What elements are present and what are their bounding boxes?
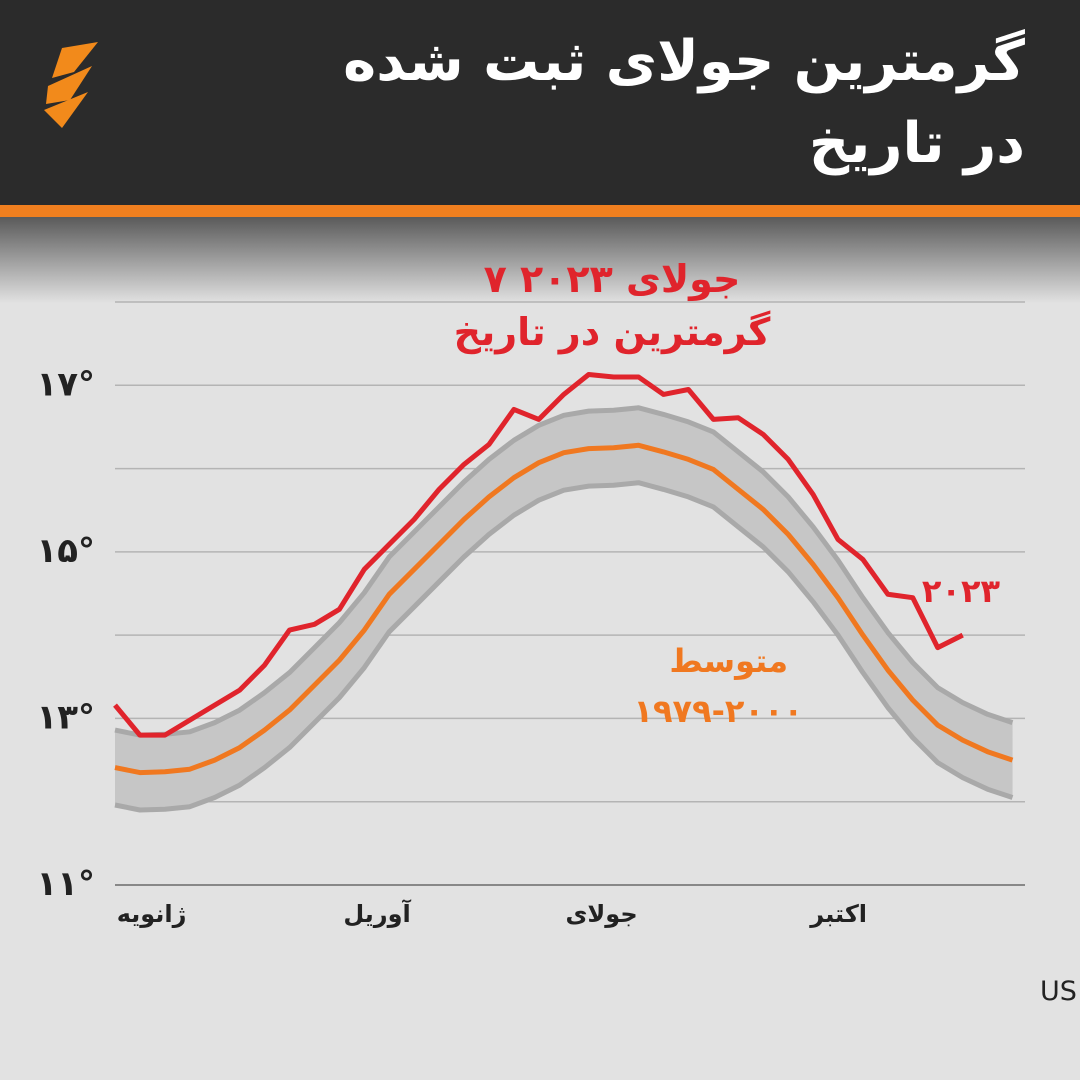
annotation-line: ۷ جولای ۲۰۲۳ xyxy=(484,257,741,301)
series-label: ۲۰۲۳ xyxy=(922,572,1001,610)
band-edge xyxy=(114,480,1014,813)
series-line xyxy=(113,372,964,738)
x-tick-label: آوریل xyxy=(343,899,411,928)
y-tick-label: ۱۵° xyxy=(36,531,95,571)
y-tick-label: ۱۳° xyxy=(36,697,95,737)
title-line: در تاریخ xyxy=(809,111,1025,176)
series-sublabel: ۱۹۷۹-۲۰۰۰ xyxy=(633,692,803,730)
header-stripe xyxy=(0,205,1080,217)
band-fill xyxy=(115,407,1013,811)
x-tick-label: ژانویه xyxy=(117,900,187,928)
series-line xyxy=(114,442,1014,776)
logo xyxy=(44,42,98,128)
plot: ۱۱° ۱۳° ۱۵° ۱۷° ژانویه آوریل جولای اکتبر متوسط ۱۹… xyxy=(36,301,1025,928)
x-tick-label: اکتبر xyxy=(809,900,867,928)
header xyxy=(0,0,1080,205)
annotation-line: گرمترین در تاریخ xyxy=(454,310,772,354)
x-tick-label: جولای xyxy=(565,900,637,928)
y-tick-label: ۱۱° xyxy=(36,864,95,904)
title-line: گرمترین جولای ثبت شده xyxy=(343,29,1025,94)
source: منبع: US National Centers for Environmen… xyxy=(1040,976,1080,1007)
y-tick-label: ۱۷° xyxy=(36,364,95,404)
band-edge xyxy=(114,405,1014,738)
series-label: متوسط xyxy=(669,642,788,680)
